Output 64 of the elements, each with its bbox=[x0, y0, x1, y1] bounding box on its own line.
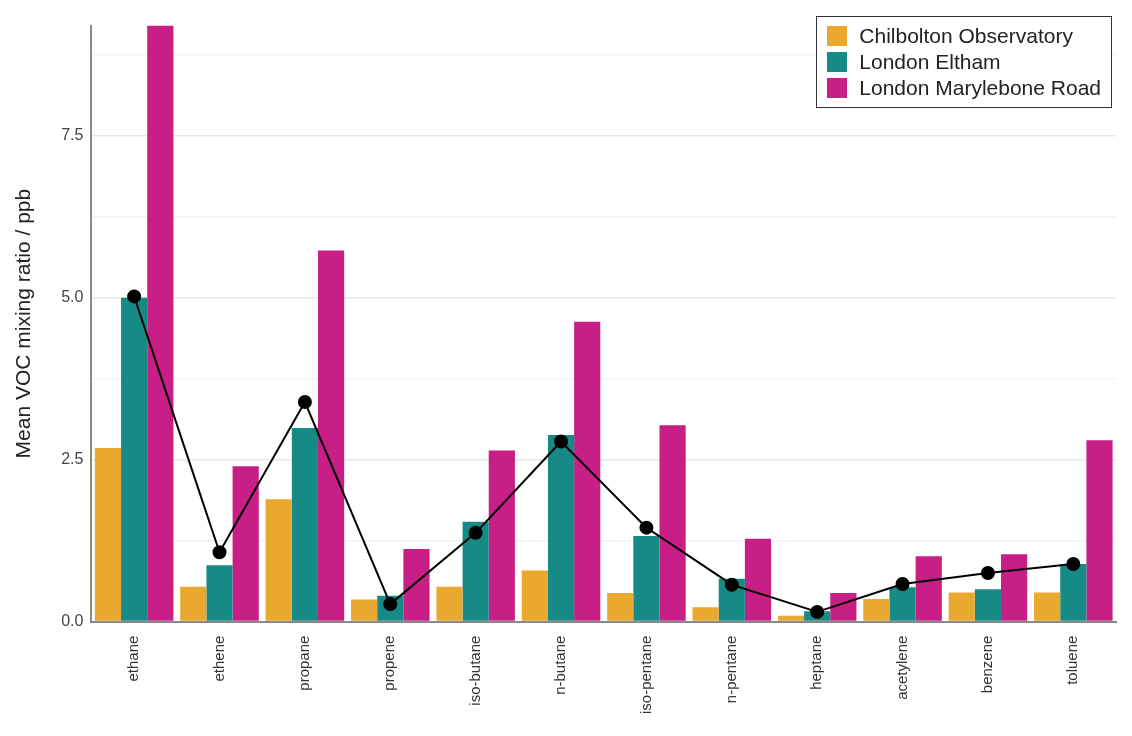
point bbox=[297, 394, 312, 409]
point bbox=[895, 577, 910, 592]
bar bbox=[889, 587, 916, 621]
y-axis-title: Mean VOC mixing ratio / ppb bbox=[11, 188, 35, 459]
point bbox=[980, 566, 995, 581]
bar bbox=[462, 521, 489, 621]
bar bbox=[948, 592, 975, 621]
bar bbox=[692, 607, 719, 621]
y-tick-label: 7.5 bbox=[61, 126, 84, 144]
point bbox=[212, 545, 227, 560]
legend-label: Chilbolton Observatory bbox=[859, 23, 1073, 49]
x-tick-label: ethene bbox=[209, 635, 227, 682]
x-tick-label: toluene bbox=[1063, 635, 1081, 685]
x-tick-label: iso-pentane bbox=[636, 635, 654, 715]
bar bbox=[1060, 563, 1087, 621]
x-tick-label: n-pentane bbox=[721, 635, 739, 704]
legend-label: London Eltham bbox=[859, 49, 1001, 75]
bar bbox=[744, 538, 772, 621]
x-tick-label: heptane bbox=[807, 635, 825, 690]
x-tick-label: iso-butane bbox=[465, 635, 483, 706]
x-tick-label: ethane bbox=[124, 635, 142, 682]
bar bbox=[291, 427, 318, 621]
x-tick-label: propene bbox=[380, 635, 398, 691]
x-tick-label: propane bbox=[295, 635, 313, 691]
point bbox=[554, 434, 569, 449]
bar bbox=[121, 297, 148, 621]
bar bbox=[1086, 440, 1113, 621]
bar bbox=[547, 435, 575, 621]
point bbox=[724, 577, 739, 592]
bar bbox=[147, 25, 174, 621]
point bbox=[127, 289, 142, 304]
point bbox=[639, 520, 654, 535]
bar bbox=[436, 586, 463, 621]
bar bbox=[915, 556, 942, 621]
x-tick-label: benzene bbox=[978, 635, 996, 694]
x-tick-label: n-butane bbox=[551, 635, 569, 695]
bar bbox=[777, 615, 805, 621]
bar bbox=[232, 466, 259, 621]
bar bbox=[206, 565, 233, 621]
bar bbox=[94, 447, 122, 621]
point bbox=[1066, 556, 1081, 571]
bar bbox=[574, 321, 601, 621]
bar bbox=[488, 450, 515, 621]
bar bbox=[830, 593, 857, 621]
y-tick-label: 5.0 bbox=[61, 288, 84, 306]
bar bbox=[317, 250, 345, 621]
bar bbox=[633, 536, 660, 621]
bar bbox=[403, 549, 430, 621]
bar bbox=[1001, 554, 1028, 621]
bar bbox=[974, 589, 1002, 621]
bar bbox=[351, 599, 378, 621]
x-tick-label: acetylene bbox=[892, 635, 910, 700]
bar bbox=[659, 425, 686, 621]
point bbox=[810, 604, 825, 619]
bar bbox=[265, 499, 292, 621]
bar bbox=[521, 570, 548, 621]
bar bbox=[180, 586, 207, 621]
y-tick-label: 2.5 bbox=[61, 450, 84, 468]
bar bbox=[863, 598, 890, 621]
point bbox=[468, 525, 483, 540]
y-tick-label: 0.0 bbox=[61, 612, 84, 630]
bar bbox=[1034, 592, 1061, 621]
legend-label: London Marylebone Road bbox=[859, 75, 1101, 101]
bar bbox=[607, 593, 634, 621]
